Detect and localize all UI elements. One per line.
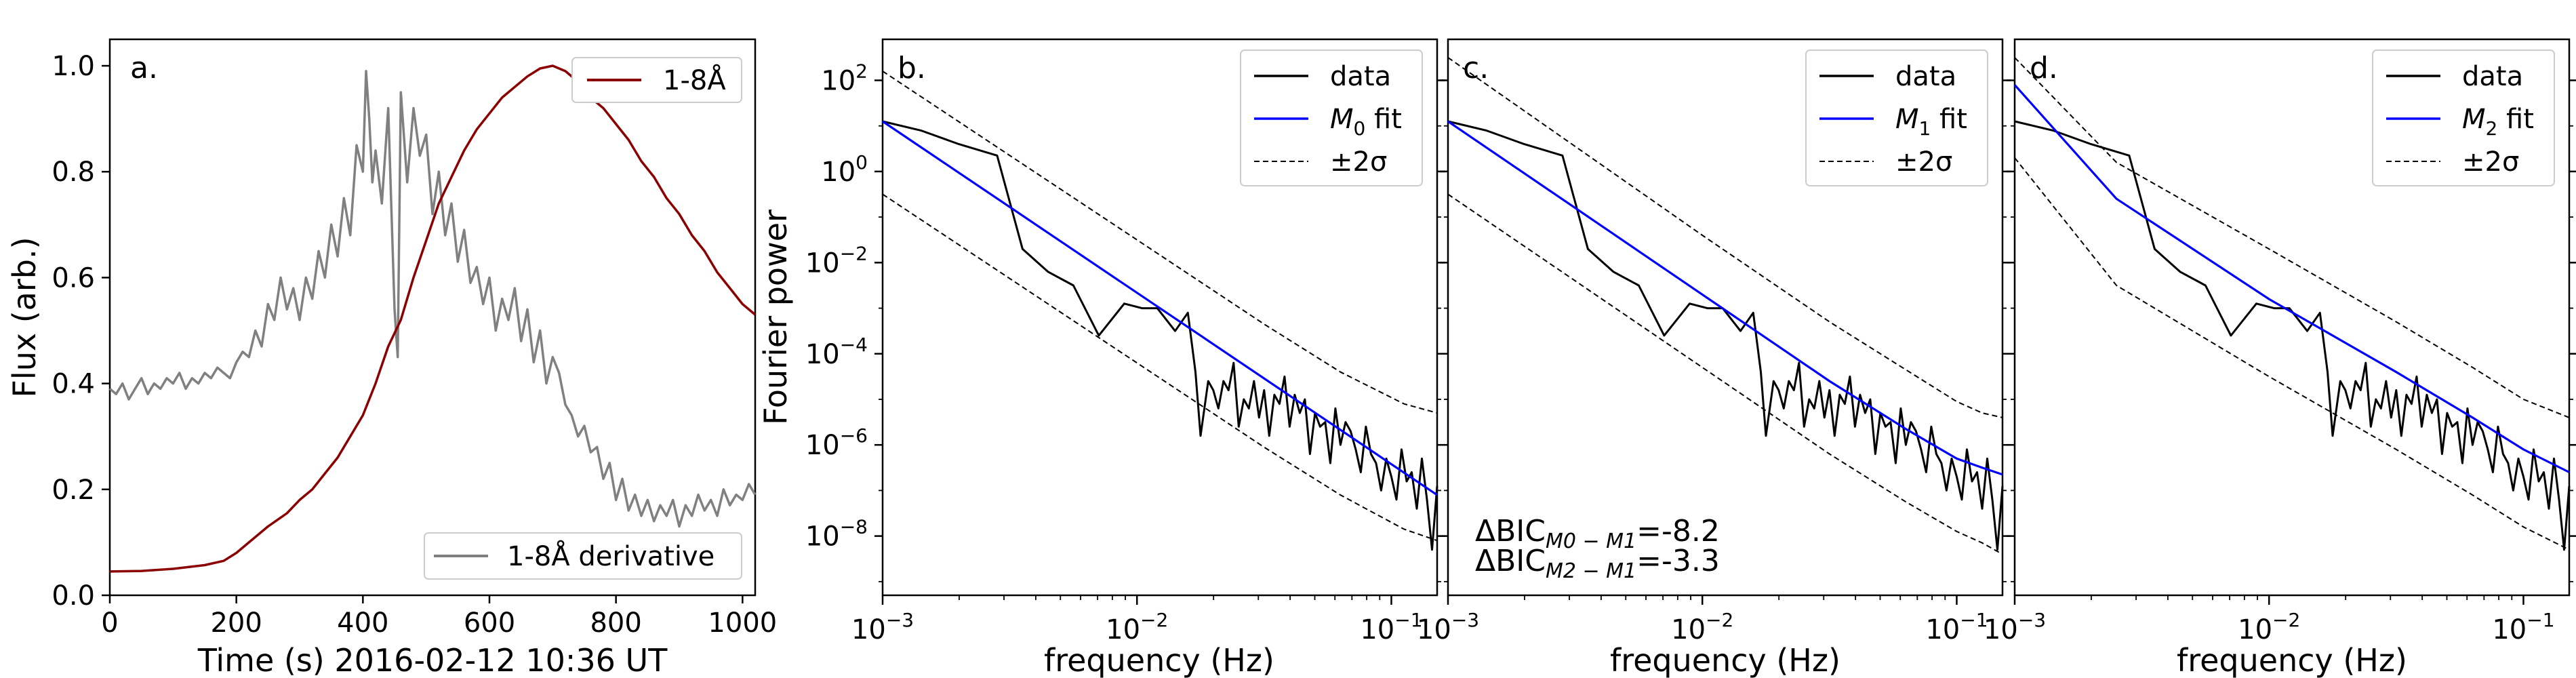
data-line	[2014, 120, 2571, 551]
x-tick-label: 10−1	[1925, 609, 1988, 645]
panel-a-y-label: Flux (arb.)	[6, 237, 43, 397]
legend-b: data M0 fit ±2σ	[1240, 49, 1423, 186]
fit-line	[1447, 120, 2003, 476]
sigma-line	[882, 193, 1438, 542]
legend-c-fit-label: M1 fit	[1895, 104, 1967, 140]
sigma-line	[882, 71, 1438, 414]
panel-d-ticks: 10−3 10−2 10−1	[1984, 79, 2576, 645]
y-tick-label: 1.0	[52, 51, 95, 82]
panel-b-ticks: 10−3 10−2 10−1 102 100 10−2 10−4 10−6 10−8	[805, 60, 1445, 645]
bic-annotation-1: ΔBICM0 − M1=-8.2	[1475, 514, 1720, 553]
panel-c-ticks: 10−3 10−2 10−1	[1417, 79, 2011, 645]
x-tick-label: 10−1	[1360, 609, 1422, 645]
panel-d-x-label: frequency (Hz)	[2177, 642, 2407, 678]
x-tick-label: 600	[464, 607, 515, 639]
data-line	[882, 120, 1438, 551]
x-tick-label: 200	[210, 607, 262, 639]
flux-line	[109, 64, 757, 573]
y-tick-label: 10−8	[805, 516, 868, 553]
panel-d-label: d.	[2030, 51, 2058, 85]
panel-b-y-label: Fourier power	[757, 210, 794, 425]
y-tick-label: 102	[821, 60, 868, 96]
fit-line	[2013, 84, 2570, 473]
legend-c: data M1 fit ±2σ	[1805, 49, 1988, 186]
sigma-line	[2014, 157, 2570, 551]
x-tick-label: 400	[337, 607, 388, 639]
x-tick-label: 10−1	[2492, 609, 2554, 645]
x-tick-label: 0	[101, 607, 118, 639]
legend-a-deriv-label: 1-8Å derivative	[507, 540, 715, 572]
panel-c-frame	[1447, 38, 2004, 597]
legend-d-data-label: data	[2462, 61, 2523, 92]
legend-b-fit-label: M0 fit	[1330, 104, 1402, 140]
legend-c-sigma-label: ±2σ	[1895, 146, 1952, 178]
legend-c-data-label: data	[1895, 61, 1956, 92]
y-tick-label: 0.2	[52, 475, 95, 506]
panel-a-label: a.	[130, 51, 158, 85]
y-tick-label: 0.4	[52, 369, 95, 400]
derivative-line	[108, 70, 757, 528]
y-tick-label: 0.6	[52, 262, 95, 294]
legend-a-flux: 1-8Å	[571, 57, 742, 103]
x-tick-label: 10−2	[2238, 609, 2300, 645]
y-tick-label: 0.8	[52, 157, 95, 188]
y-tick-label: 100	[821, 151, 868, 188]
panel-c-lines	[1447, 57, 2004, 555]
x-tick-label: 800	[590, 607, 641, 639]
x-tick-label: 10−3	[1984, 609, 2046, 645]
panel-d-spectrum: 10−3 10−2 10−1 d. data M2 fit ±2σ frequenc…	[1984, 38, 2576, 678]
fit-line	[882, 120, 1438, 496]
legend-d: data M2 fit ±2σ	[2372, 49, 2555, 186]
panel-a-frame	[108, 38, 757, 597]
x-tick-label: 10−3	[851, 609, 914, 645]
sigma-line	[2014, 57, 2570, 418]
y-tick-label: 0.0	[52, 580, 95, 612]
legend-d-sigma-label: ±2σ	[2462, 146, 2519, 178]
panel-c-label: c.	[1463, 51, 1489, 85]
x-tick-label: 10−2	[1106, 609, 1168, 645]
sigma-line	[1447, 57, 2003, 418]
bic-annotation-2: ΔBICM2 − M1=-3.3	[1475, 544, 1720, 583]
legend-b-sigma-label: ±2σ	[1330, 146, 1387, 178]
panel-c-spectrum: 10−3 10−2 10−1 c. data M1 fit ±2σ ΔBICM0 −…	[1417, 38, 2011, 678]
y-tick-label: 10−2	[805, 242, 868, 279]
panel-d-frame	[2013, 38, 2571, 597]
panel-b-x-label: frequency (Hz)	[1044, 642, 1274, 678]
panel-a-time-series: 0 200 400 600 800 1000 0.0 0.2 0.4 0.6 0.8 1.0 a. 1…	[6, 38, 777, 678]
y-tick-label: 10−6	[805, 424, 868, 461]
panel-b-lines	[882, 71, 1438, 551]
x-tick-label: 10−3	[1417, 609, 1479, 645]
x-tick-label: 1000	[708, 607, 777, 639]
panel-a-ticks: 0 200 400 600 800 1000 0.0 0.2 0.4 0.6 0.8 1.0	[52, 51, 777, 639]
legend-a-flux-label: 1-8Å	[663, 64, 726, 96]
sigma-line	[1447, 193, 2003, 555]
panel-d-lines	[2013, 57, 2571, 551]
legend-b-data-label: data	[1330, 61, 1391, 92]
legend-a-derivative: 1-8Å derivative	[424, 532, 742, 580]
panel-a-lines	[108, 64, 757, 573]
x-tick-label: 10−2	[1671, 609, 1733, 645]
panel-b-frame	[881, 38, 1438, 597]
legend-d-fit-label: M2 fit	[2462, 104, 2534, 140]
panel-b-label: b.	[898, 51, 926, 85]
panel-b-spectrum: 10−3 10−2 10−1 102 100 10−2 10−4 10−6 10−8 b. da…	[757, 38, 1445, 678]
y-tick-label: 10−4	[805, 334, 868, 370]
panel-a-x-label: Time (s) 2016-02-12 10:36 UT	[197, 642, 668, 678]
panel-c-x-label: frequency (Hz)	[1610, 642, 1840, 678]
